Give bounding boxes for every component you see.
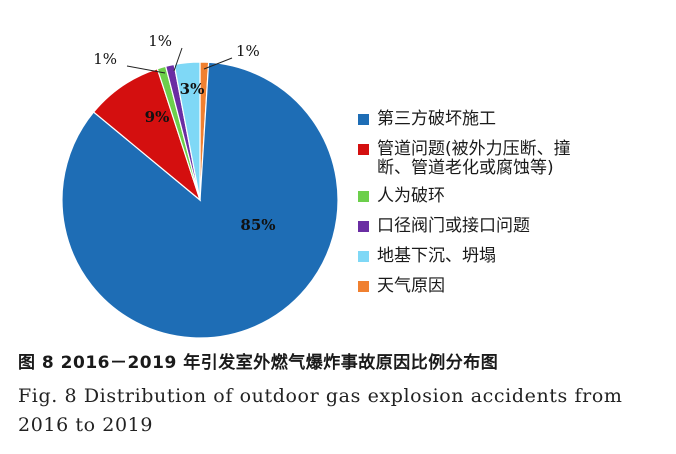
- pie-chart: 85% 9% 1% 1% 3% 1%: [61, 32, 339, 339]
- legend-swatch: [358, 191, 369, 202]
- legend-swatch: [358, 251, 369, 262]
- legend-item-6: 天气原因: [352, 277, 571, 296]
- leader-line-4: [173, 47, 183, 72]
- caption-chinese: 图 8 2016－2019 年引发室外燃气爆炸事故原因比例分布图: [18, 353, 499, 373]
- data-label-2: 9%: [145, 108, 170, 126]
- legend-label: 地基下沉、坍塌: [377, 246, 496, 266]
- data-label-3: 1%: [93, 50, 117, 68]
- data-label-4: 1%: [148, 32, 172, 50]
- leader-line-6: [203, 57, 233, 70]
- data-label-6: 1%: [236, 42, 260, 60]
- legend-item-5: 地基下沉、坍塌: [352, 247, 571, 266]
- legend-item-1: 第三方破坏施工: [352, 110, 571, 129]
- legend-swatch: [358, 144, 369, 155]
- legend-label: 管道问题(被外力压断、撞 断、管道老化或腐蚀等): [377, 139, 571, 178]
- legend-swatch: [358, 221, 369, 232]
- legend-label: 口径阀门或接口问题: [377, 216, 530, 236]
- data-label-5: 3%: [180, 80, 205, 98]
- legend-item-3: 人为破环: [352, 187, 571, 206]
- chart-legend: 第三方破坏施工管道问题(被外力压断、撞 断、管道老化或腐蚀等) 人为破环口径阀门或…: [352, 110, 571, 307]
- data-label-1: 85%: [240, 216, 275, 234]
- legend-label: 第三方破坏施工: [377, 109, 496, 129]
- legend-swatch: [358, 281, 369, 292]
- legend-swatch: [358, 114, 369, 125]
- legend-item-4: 口径阀门或接口问题: [352, 217, 571, 236]
- figure-caption: 图 8 2016－2019 年引发室外燃气爆炸事故原因比例分布图 Fig. 8 …: [18, 348, 668, 440]
- pie-slice-5: [173, 61, 201, 201]
- legend-label: 人为破环: [377, 186, 445, 206]
- caption-english: Fig. 8 Distribution of outdoor gas explo…: [18, 385, 623, 436]
- legend-item-2: 管道问题(被外力压断、撞 断、管道老化或腐蚀等): [352, 140, 571, 178]
- leader-line-3: [126, 65, 166, 74]
- legend-label: 天气原因: [377, 276, 445, 296]
